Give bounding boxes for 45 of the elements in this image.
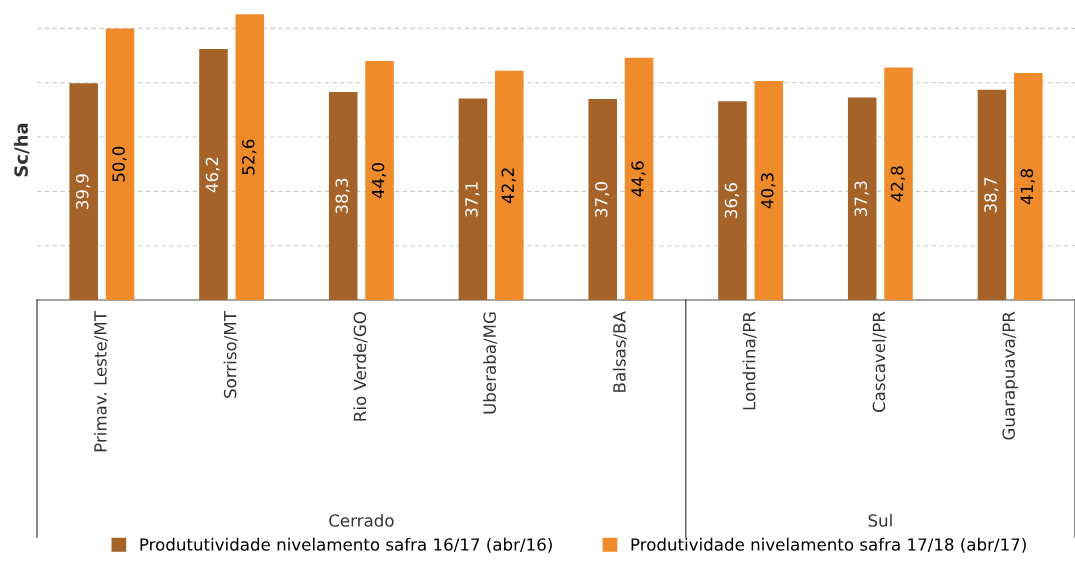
x-tick-label: Cascavel/PR: [872, 311, 887, 413]
bar: [588, 99, 617, 300]
x-tick-label: Sorriso/MT: [223, 311, 238, 398]
y-axis-title: Sc/ha: [13, 123, 30, 177]
data-label: 39,9: [75, 174, 91, 209]
x-tick-label: Uberaba/MG: [483, 312, 498, 414]
data-label: 37,1: [465, 182, 480, 217]
x-tick-label: Londrina/PR: [742, 311, 757, 410]
data-label: 37,3: [854, 181, 869, 216]
data-label: 42,2: [501, 168, 516, 204]
data-label: 52,6: [242, 139, 257, 175]
bar: [458, 98, 488, 300]
bar: [884, 67, 913, 300]
data-label: 38,3: [335, 178, 350, 214]
data-label: 44,0: [371, 163, 387, 199]
bar: [495, 70, 524, 300]
data-label: 46,2: [205, 157, 220, 193]
bar: [847, 97, 877, 300]
bar: [718, 101, 747, 300]
data-label: 44,6: [631, 161, 646, 197]
x-tick-label: Guarapuava/PR: [1002, 311, 1019, 440]
data-label: 50,0: [112, 146, 127, 182]
text: Cerrado: [329, 513, 394, 527]
bar: [365, 61, 394, 300]
bar: [328, 91, 358, 300]
bar: [754, 81, 784, 300]
bar: [977, 89, 1007, 300]
bar: [1014, 72, 1043, 300]
x-tick-label: Primav. Leste/MT: [93, 311, 109, 452]
bar: [69, 83, 98, 300]
legend-label: Produtividade nivelamento safra 17/18 (abr/17): [631, 537, 1026, 553]
data-label: 41,8: [1020, 169, 1035, 205]
data-label: 40,3: [761, 173, 776, 209]
data-label: 42,8: [890, 166, 906, 202]
x-tick-label: Rio Verde/GO: [353, 312, 368, 421]
bar: [624, 57, 654, 300]
text: Sul: [868, 513, 892, 527]
bar: [235, 14, 265, 300]
legend-label: Prodututividade nivelamento safra 16/17 (abr/16): [140, 537, 552, 553]
bar: [199, 49, 228, 300]
bar: [105, 28, 135, 300]
data-label: 37,0: [594, 182, 610, 217]
data-label: 38,7: [984, 177, 999, 213]
x-tick-label: Balsas/BA: [612, 311, 628, 392]
data-label: 36,6: [724, 183, 739, 218]
